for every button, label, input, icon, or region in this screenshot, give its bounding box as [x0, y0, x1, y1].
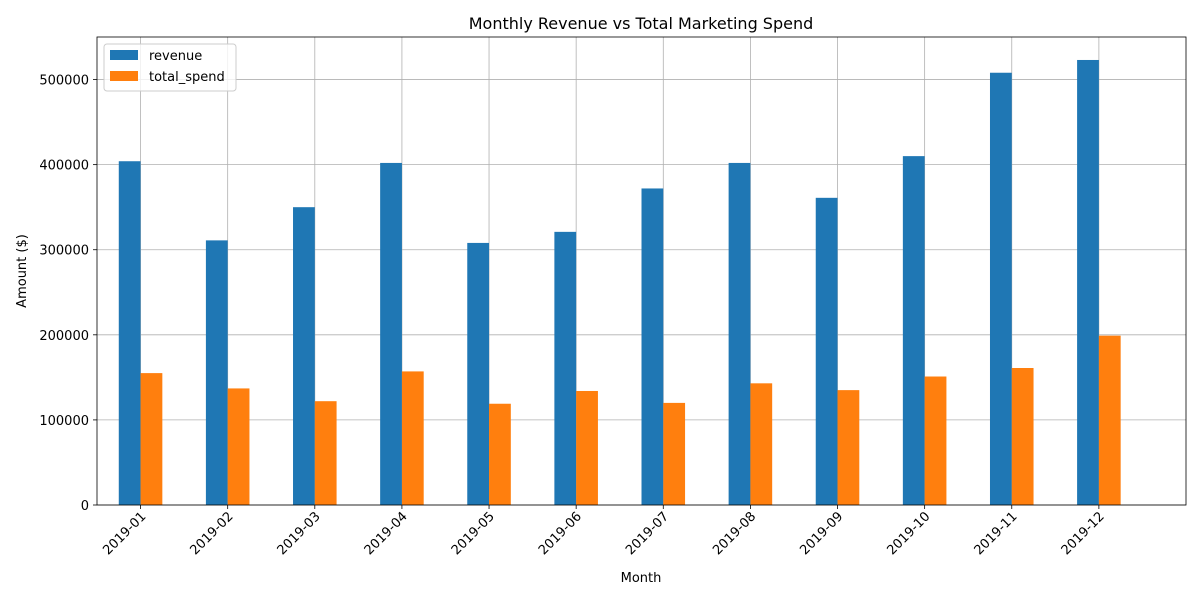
- bar-revenue: [815, 197, 838, 505]
- bar-total-spend: [663, 402, 686, 505]
- y-tick-label: 400000: [39, 159, 89, 174]
- y-axis: 0 100000 200000 300000 400000 500000: [39, 74, 97, 514]
- x-axis-title: Month: [621, 571, 662, 586]
- bar-total-spend: [1011, 368, 1034, 505]
- bar-total-spend: [314, 401, 337, 505]
- bar-total-spend: [924, 376, 947, 505]
- legend-swatch-total-spend: [110, 71, 138, 81]
- x-tick-label: 2019-06: [536, 509, 585, 558]
- x-axis: 2019-01 2019-02 2019-03 2019-04 2019-05 2019-…: [100, 505, 1108, 558]
- bar-revenue: [902, 156, 925, 506]
- bars: [118, 59, 1121, 506]
- x-tick-label: 2019-11: [972, 509, 1021, 558]
- bar-revenue: [554, 231, 577, 505]
- x-tick-label: 2019-07: [623, 509, 672, 558]
- bar-total-spend: [837, 390, 860, 505]
- legend-label-revenue: revenue: [149, 49, 202, 64]
- x-tick-label: 2019-09: [797, 509, 846, 558]
- chart-title: Monthly Revenue vs Total Marketing Spend: [469, 14, 814, 33]
- x-tick-label: 2019-04: [362, 509, 411, 558]
- x-tick-label: 2019-12: [1059, 509, 1108, 558]
- bar-revenue: [293, 207, 315, 505]
- bar-revenue: [641, 188, 664, 505]
- x-tick-label: 2019-02: [187, 509, 236, 558]
- bar-revenue: [467, 242, 490, 506]
- plot-frame: [96, 36, 1187, 506]
- y-tick-label: 0: [81, 499, 89, 514]
- bar-total-spend: [1098, 335, 1121, 505]
- bar-total-spend: [750, 383, 773, 505]
- y-tick-label: 200000: [39, 329, 89, 344]
- legend: revenue total_spend: [103, 43, 237, 92]
- bar-revenue: [118, 161, 141, 505]
- bar-total-spend: [140, 373, 163, 505]
- bar-total-spend: [227, 388, 250, 505]
- legend-label-total-spend: total_spend: [149, 70, 225, 85]
- legend-swatch-revenue: [110, 50, 138, 60]
- x-tick-label: 2019-05: [449, 509, 498, 558]
- bar-revenue: [380, 162, 402, 505]
- y-tick-label: 300000: [39, 244, 89, 259]
- x-tick-label: 2019-08: [710, 509, 759, 558]
- bar-revenue: [1077, 59, 1099, 505]
- bar-total-spend: [489, 403, 511, 505]
- bar-total-spend: [576, 390, 598, 505]
- bar-revenue: [205, 240, 228, 505]
- y-tick-label: 100000: [39, 414, 89, 429]
- y-axis-title: Amount ($): [15, 234, 30, 308]
- bar-revenue: [989, 72, 1012, 505]
- bar-revenue: [728, 162, 751, 505]
- x-tick-label: 2019-01: [100, 509, 149, 558]
- x-tick-label: 2019-03: [275, 509, 324, 558]
- y-tick-label: 500000: [39, 74, 89, 89]
- bar-total-spend: [401, 371, 424, 505]
- x-tick-label: 2019-10: [884, 509, 933, 558]
